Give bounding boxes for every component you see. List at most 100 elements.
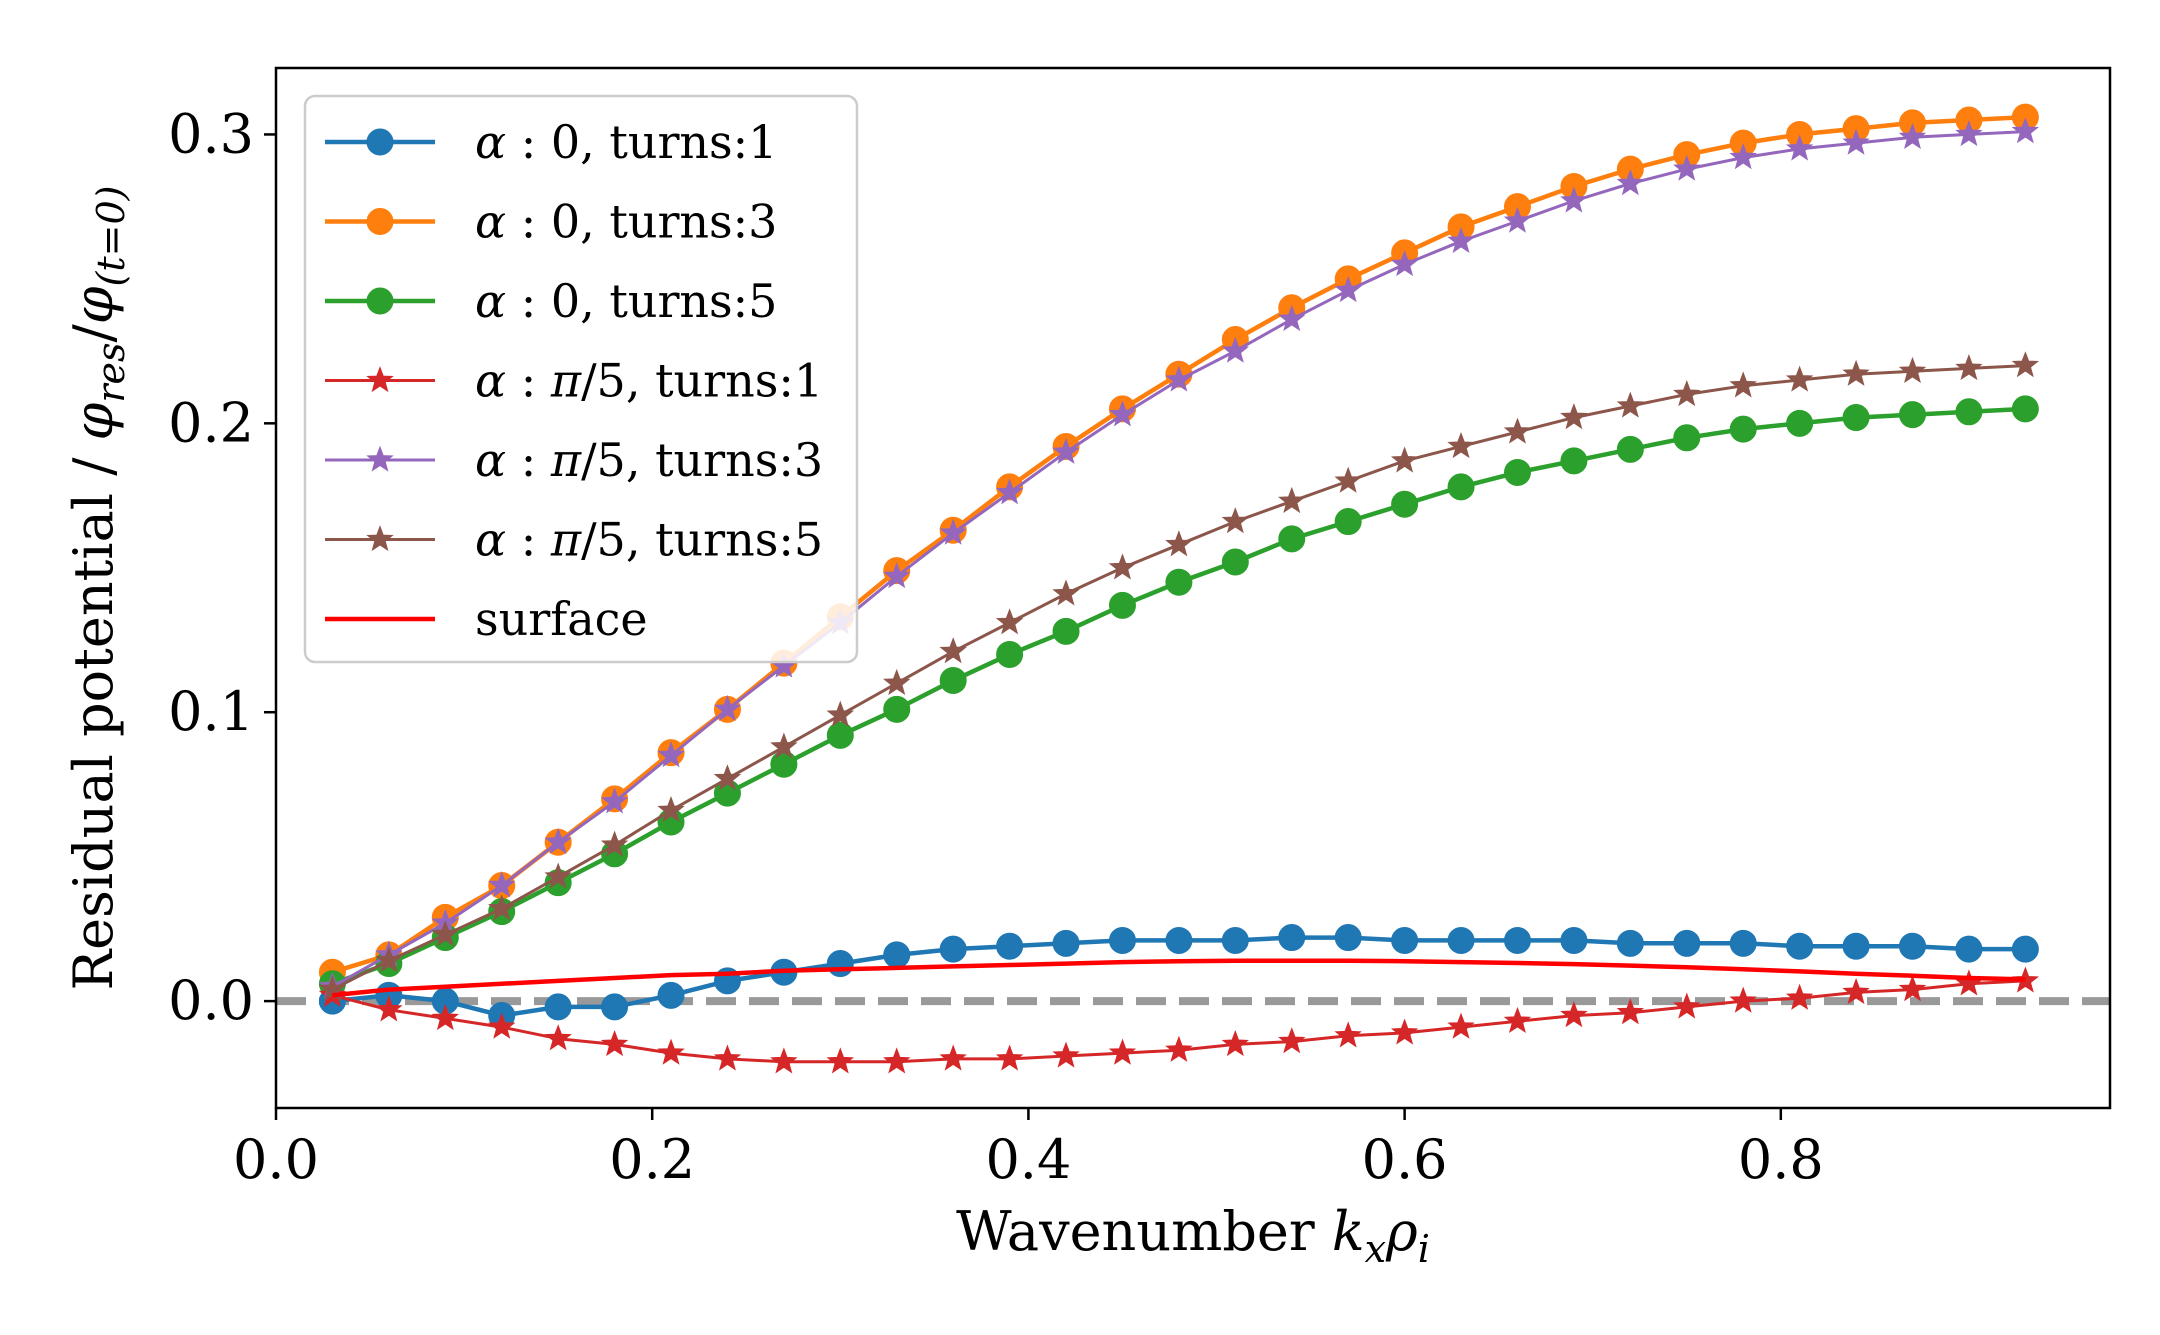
data-point [826, 721, 854, 749]
y-tick-label: 0.0 [168, 969, 254, 1032]
axes-frame [274, 66, 2112, 1110]
data-point [1390, 249, 1419, 277]
data-point [1786, 932, 1814, 960]
data-point [1842, 977, 1870, 1005]
legend-label: surface [475, 592, 648, 646]
legend-marker [366, 128, 394, 156]
data-point [1673, 929, 1701, 957]
data-point [939, 1044, 967, 1071]
legend-marker [366, 208, 394, 235]
legend-label: α : 0, turns:3 [475, 195, 777, 249]
data-point [1108, 926, 1136, 954]
data-point [1278, 486, 1306, 514]
legend-entry-5: α : π/5, turns:3 [325, 433, 823, 487]
data-point [1108, 400, 1137, 427]
data-point [1165, 1035, 1193, 1062]
data-point [939, 666, 967, 694]
data-point [1673, 154, 1701, 181]
data-point [1334, 275, 1362, 303]
data-point [1221, 336, 1250, 363]
data-point [488, 1012, 516, 1039]
data-point [375, 946, 403, 973]
data-point [1898, 122, 1927, 150]
x-axis-title: Wavenumber kxρi [956, 1200, 1430, 1271]
data-point [1052, 617, 1080, 645]
data-point [1785, 983, 1814, 1010]
data-point [1165, 365, 1193, 392]
data-point [995, 1044, 1024, 1071]
data-point [1785, 134, 1814, 161]
y-tick-label: 0.1 [168, 680, 254, 743]
data-point [1165, 568, 1193, 596]
data-point [1278, 304, 1306, 332]
data-point [1334, 508, 1362, 536]
data-point [544, 993, 572, 1021]
data-point [1898, 356, 1927, 384]
data-point [1503, 1006, 1532, 1034]
data-point [995, 478, 1024, 505]
legend-entry-7: surface [325, 592, 648, 646]
data-point [1278, 924, 1306, 952]
data-point [1898, 932, 1926, 960]
data-point [1955, 935, 1983, 963]
data-point [1052, 437, 1080, 464]
data-point [1560, 447, 1588, 475]
data-point [995, 608, 1024, 635]
data-point [1729, 371, 1757, 398]
data-point [1560, 1001, 1588, 1028]
legend-entry-4: α : π/5, turns:1 [325, 354, 823, 408]
data-point [770, 732, 798, 759]
data-point [2011, 935, 2039, 963]
data-point [1221, 507, 1250, 534]
data-point [1221, 926, 1249, 954]
y-tick-label: 0.3 [168, 102, 254, 165]
series-6 [318, 351, 2040, 1002]
data-point [1729, 986, 1757, 1013]
data-point [600, 830, 629, 857]
data-point [544, 1024, 572, 1051]
data-point [1447, 226, 1475, 254]
data-point [1447, 473, 1475, 501]
data-point [375, 995, 403, 1022]
data-point [488, 871, 516, 898]
legend-marker [366, 445, 394, 472]
data-point [996, 640, 1024, 668]
data-point [431, 920, 460, 947]
legend-label: α : π/5, turns:5 [475, 513, 823, 567]
data-point [1447, 1012, 1475, 1039]
data-point [657, 741, 685, 768]
data-point [1673, 424, 1701, 452]
series-4 [318, 966, 2040, 1074]
data-point [1955, 119, 1983, 147]
x-tick-label: 0.6 [1362, 1128, 1448, 1191]
data-point [1842, 404, 1870, 432]
legend-entry-2: α : 0, turns:3 [325, 195, 777, 249]
data-point [1391, 490, 1419, 518]
data-point [1108, 1038, 1137, 1065]
data-point [1334, 466, 1362, 493]
data-point [2011, 351, 2040, 378]
data-point [1898, 401, 1926, 429]
data-point [1052, 579, 1080, 606]
data-point [1278, 525, 1306, 553]
data-point [544, 862, 572, 889]
series-5 [318, 117, 2040, 999]
y-tick-label: 0.2 [168, 391, 254, 454]
legend-marker [366, 366, 394, 393]
data-point [1729, 143, 1757, 170]
data-point [1334, 1021, 1362, 1048]
data-point [770, 1047, 798, 1074]
data-point [1390, 1018, 1419, 1045]
series-7 [332, 958, 2026, 998]
data-point [1673, 379, 1701, 407]
data-point [939, 935, 967, 963]
data-point [883, 941, 911, 969]
data-point [544, 827, 572, 854]
legend: α : 0, turns:1 α : 0, turns:3 α : 0, turns… [303, 94, 859, 664]
data-point [1560, 186, 1588, 213]
data-point [1447, 926, 1475, 954]
data-point [1108, 553, 1137, 580]
legend-marker [366, 287, 394, 315]
data-point [1165, 530, 1193, 557]
data-point [770, 750, 798, 778]
